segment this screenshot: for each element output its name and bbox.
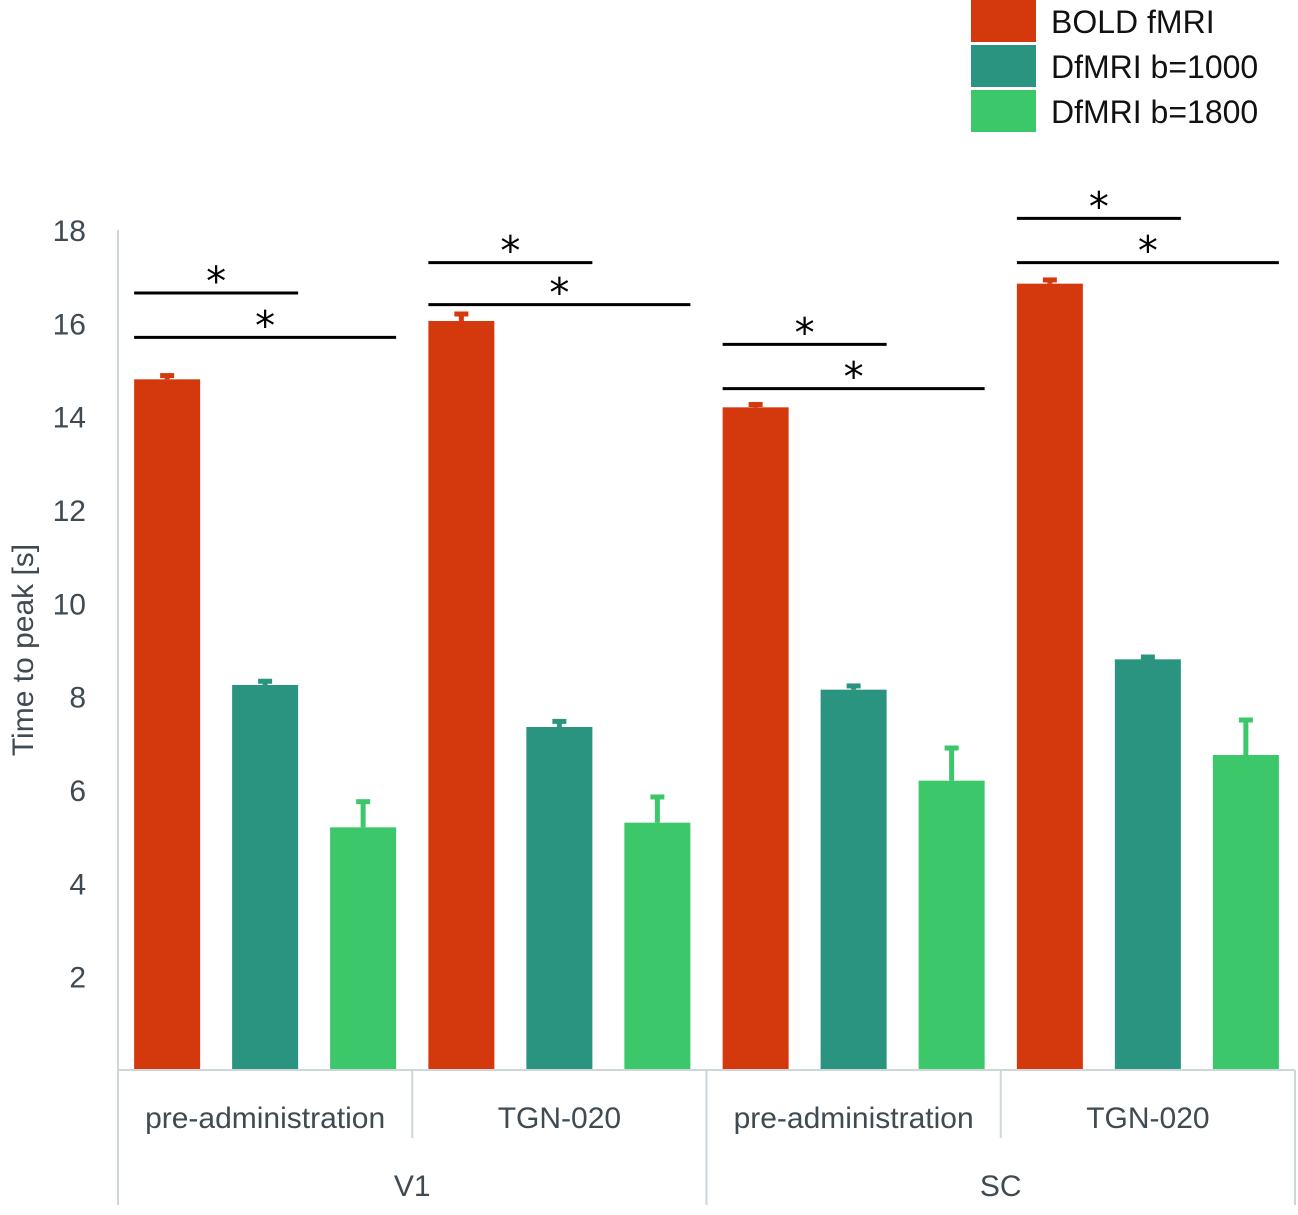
bar — [1212, 755, 1279, 1070]
x-category-label: TGN-020 — [498, 1102, 621, 1135]
y-tick-label: 6 — [69, 775, 86, 808]
bar — [428, 321, 495, 1070]
significance-star: * — [1089, 184, 1109, 230]
bar — [820, 689, 887, 1070]
significance-star: * — [1138, 229, 1158, 275]
legend-swatch — [971, 45, 1036, 87]
bar — [330, 827, 397, 1070]
bar — [624, 822, 691, 1070]
x-category-label: TGN-020 — [1086, 1102, 1209, 1135]
legend-label: BOLD fMRI — [1051, 4, 1215, 40]
y-tick-label: 18 — [53, 215, 86, 248]
significance-star: * — [549, 271, 569, 317]
significance-star: * — [255, 303, 275, 349]
legend-label: DfMRI b=1000 — [1051, 49, 1258, 85]
significance-markers: * * * * * * * * — [134, 184, 1279, 401]
y-axis: 2 4 6 8 10 12 14 16 18 Time to peak [s] — [7, 215, 119, 1070]
y-tick-label: 14 — [53, 402, 86, 435]
bar — [918, 780, 985, 1070]
bar — [1016, 283, 1083, 1071]
legend-swatch — [971, 0, 1036, 42]
x-category-label: pre-administration — [145, 1102, 385, 1135]
legend-label: DfMRI b=1800 — [1051, 94, 1258, 130]
bar — [722, 407, 789, 1070]
bars — [134, 277, 1279, 1071]
significance-star: * — [206, 259, 226, 305]
x-group-label: V1 — [394, 1170, 431, 1203]
y-tick-label: 8 — [69, 682, 86, 715]
y-tick-label: 12 — [53, 495, 86, 528]
x-axis: pre-administration TGN-020 pre-administrat… — [117, 1069, 1296, 1205]
significance-star: * — [844, 355, 864, 401]
x-category-label: pre-administration — [734, 1102, 974, 1135]
bar — [1114, 659, 1181, 1070]
y-axis-title: Time to peak [s] — [7, 544, 40, 756]
y-tick-label: 4 — [69, 868, 86, 901]
legend: BOLD fMRI DfMRI b=1000 DfMRI b=1800 — [971, 0, 1258, 132]
bar — [232, 685, 299, 1070]
significance-star: * — [795, 310, 815, 356]
legend-swatch — [971, 90, 1036, 132]
y-tick-label: 10 — [53, 588, 86, 621]
bar — [526, 727, 593, 1070]
bar — [134, 379, 201, 1070]
y-tick-label: 16 — [53, 308, 86, 341]
x-group-label: SC — [980, 1170, 1022, 1203]
significance-star: * — [500, 229, 520, 275]
y-tick-label: 2 — [69, 962, 86, 995]
